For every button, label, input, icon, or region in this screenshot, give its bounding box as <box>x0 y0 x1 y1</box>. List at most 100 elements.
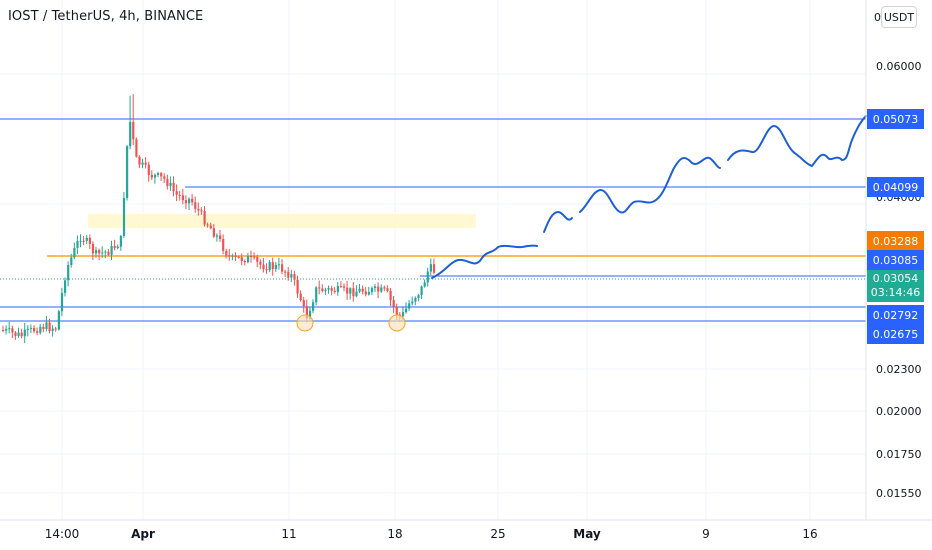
candle-body <box>8 328 11 330</box>
candle-body <box>60 292 64 312</box>
bar-countdown: 03:14:46 <box>870 286 921 299</box>
candle-body <box>432 264 436 273</box>
candle-body <box>380 287 383 292</box>
candle-body <box>5 328 8 331</box>
candle-body <box>85 237 88 241</box>
price-tick: 0.06000 <box>876 60 922 73</box>
candle-body <box>101 252 104 254</box>
candle-body <box>39 326 42 333</box>
candle-body <box>386 288 389 291</box>
symbol-name: IOST / TetherUS <box>8 9 111 24</box>
candle-body <box>370 288 374 293</box>
time-tick: 9 <box>702 527 710 541</box>
candle-body <box>318 287 321 289</box>
candle-body <box>209 225 212 229</box>
price-label-0.05073[interactable]: 0.05073 <box>867 109 924 129</box>
candle-body <box>219 235 222 239</box>
projection-segment <box>431 244 538 279</box>
bottom-marker-circle <box>388 314 406 332</box>
candle-body <box>29 327 33 329</box>
candle-body <box>163 176 166 179</box>
candle-body <box>79 240 82 242</box>
candle-body <box>95 250 98 254</box>
bottom-marker-circle <box>296 314 314 332</box>
highlight-zone <box>88 214 476 228</box>
candle-body <box>26 328 29 330</box>
candle-body <box>336 285 339 293</box>
candle-body <box>240 257 243 261</box>
candle-body <box>389 290 392 301</box>
candle-body <box>88 237 91 244</box>
candle-body <box>383 287 386 289</box>
candle-body <box>178 194 181 196</box>
candle-body <box>277 264 281 266</box>
candle-body <box>119 236 122 247</box>
candle-body <box>129 121 132 147</box>
candle-body <box>184 200 188 204</box>
candle-body <box>374 286 377 289</box>
candle-body <box>327 288 330 290</box>
current-price-label[interactable]: 0.03054 03:14:46 <box>867 270 924 302</box>
candle-body <box>212 228 215 237</box>
candle-body <box>175 191 178 195</box>
candle-body <box>225 250 228 256</box>
candle-body <box>122 197 126 237</box>
candle-body <box>51 328 54 331</box>
candle-body <box>253 256 256 258</box>
candle-body <box>352 288 355 297</box>
candle-body <box>259 261 262 265</box>
price-label-0.03085[interactable]: 0.03085 <box>867 250 924 270</box>
symbol-exchange: BINANCE <box>144 9 204 24</box>
candle-body <box>107 251 110 255</box>
price-label-0.04099[interactable]: 0.04099 <box>867 177 924 197</box>
symbol-title[interactable]: IOST / TetherUS, 4h, BINANCE <box>8 9 204 24</box>
candle-body <box>234 255 237 257</box>
price-label-0.03288[interactable]: 0.03288 <box>867 231 924 251</box>
candle-body <box>23 329 26 337</box>
candle-body <box>73 248 76 258</box>
candle-body <box>324 289 327 292</box>
candle-body <box>312 302 315 311</box>
candle-body <box>284 271 287 273</box>
candle-body <box>361 288 364 292</box>
candle-body <box>423 282 426 287</box>
candle-body <box>333 290 336 293</box>
candle-body <box>395 306 398 315</box>
candle-body <box>14 332 17 336</box>
candle-body <box>126 146 129 198</box>
price-tick: 0.01750 <box>876 448 922 461</box>
candle-body <box>138 156 141 165</box>
candle-body <box>293 274 296 280</box>
candle-body <box>200 210 203 212</box>
candle-body <box>231 255 234 257</box>
time-tick: 18 <box>387 527 403 541</box>
candle-body <box>166 178 169 187</box>
candle-body <box>339 285 343 287</box>
candle-body <box>308 310 312 319</box>
candle-body <box>305 306 308 319</box>
candle-body <box>135 139 138 157</box>
candle-body <box>401 312 405 317</box>
price-tick: 0.02000 <box>876 405 922 418</box>
candle-body <box>141 162 144 165</box>
candle-body <box>321 288 324 292</box>
currency-button[interactable]: USDT <box>881 6 917 28</box>
price-label-0.02792[interactable]: 0.02792 <box>867 305 924 325</box>
candle-body <box>147 164 150 176</box>
candle-body <box>265 269 268 271</box>
candle-body <box>48 322 51 331</box>
candle-body <box>20 332 23 337</box>
candle-body <box>64 280 67 293</box>
candle-body <box>429 264 432 272</box>
price-tick: 0.01550 <box>876 487 922 500</box>
candle-body <box>197 208 200 211</box>
candle-body <box>355 291 358 297</box>
level-lines <box>0 118 866 322</box>
time-tick: 16 <box>802 527 818 541</box>
price-label-0.02675[interactable]: 0.02675 <box>867 324 924 344</box>
candle-body <box>420 286 423 296</box>
candle-body <box>222 238 225 251</box>
candle-body <box>2 330 5 331</box>
candle-body <box>268 262 271 271</box>
